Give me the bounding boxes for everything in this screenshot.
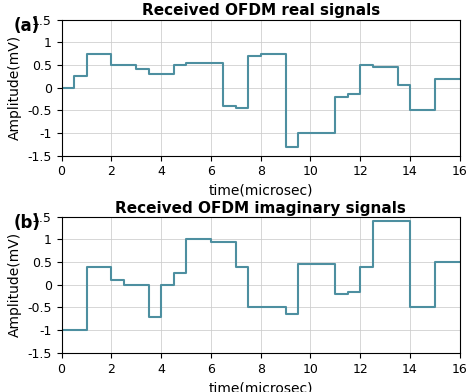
- Y-axis label: Amplitude(mV): Amplitude(mV): [8, 35, 22, 140]
- X-axis label: time(microsec): time(microsec): [209, 381, 313, 392]
- Title: Received OFDM imaginary signals: Received OFDM imaginary signals: [115, 201, 406, 216]
- Y-axis label: Amplitude(mV): Amplitude(mV): [8, 232, 22, 338]
- Text: (a): (a): [14, 17, 40, 35]
- Text: (b): (b): [14, 214, 41, 232]
- Title: Received OFDM real signals: Received OFDM real signals: [142, 4, 380, 18]
- X-axis label: time(microsec): time(microsec): [209, 184, 313, 198]
